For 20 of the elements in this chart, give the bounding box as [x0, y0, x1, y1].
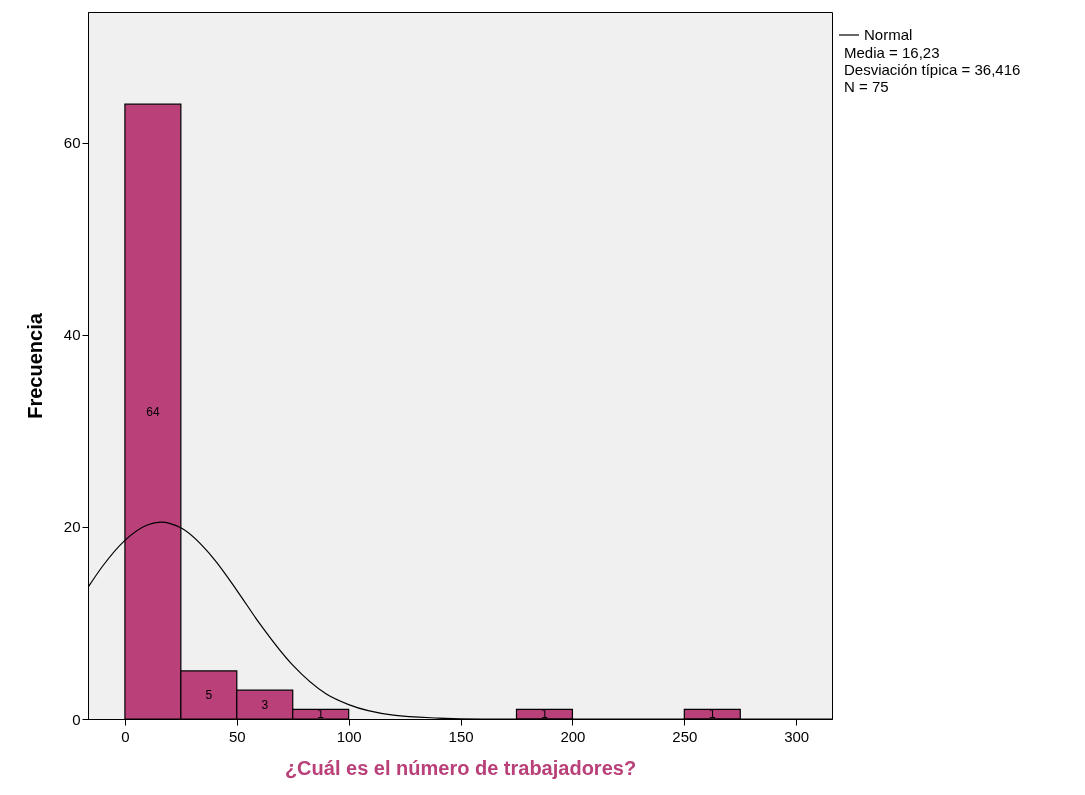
x-tick-label: 300 [784, 727, 810, 745]
x-tick-label: 150 [448, 727, 474, 745]
y-tick-label: 20 [63, 518, 81, 536]
text: N = 75 [844, 78, 889, 95]
x-tick-label: 250 [672, 727, 698, 745]
y-axis-title: Frecuencia [23, 312, 46, 419]
text: Desviación típica = 36,416 [844, 61, 1021, 78]
data-label: 64 [146, 404, 160, 419]
x-tick-label: 50 [228, 727, 246, 745]
y-tick-label: 0 [72, 710, 81, 728]
y-tick-label: 40 [63, 326, 81, 344]
data-label: 5 [205, 687, 213, 702]
legend-label: Normal [864, 26, 913, 43]
x-tick-label: 200 [560, 727, 586, 745]
data-label: 3 [261, 697, 269, 712]
x-tick-label: 100 [336, 727, 362, 745]
x-axis-title: ¿Cuál es el número de trabajadores? [284, 756, 637, 779]
text: Media = 16,23 [844, 44, 940, 61]
y-tick-label: 60 [63, 134, 81, 152]
x-tick-label: 0 [121, 727, 130, 745]
